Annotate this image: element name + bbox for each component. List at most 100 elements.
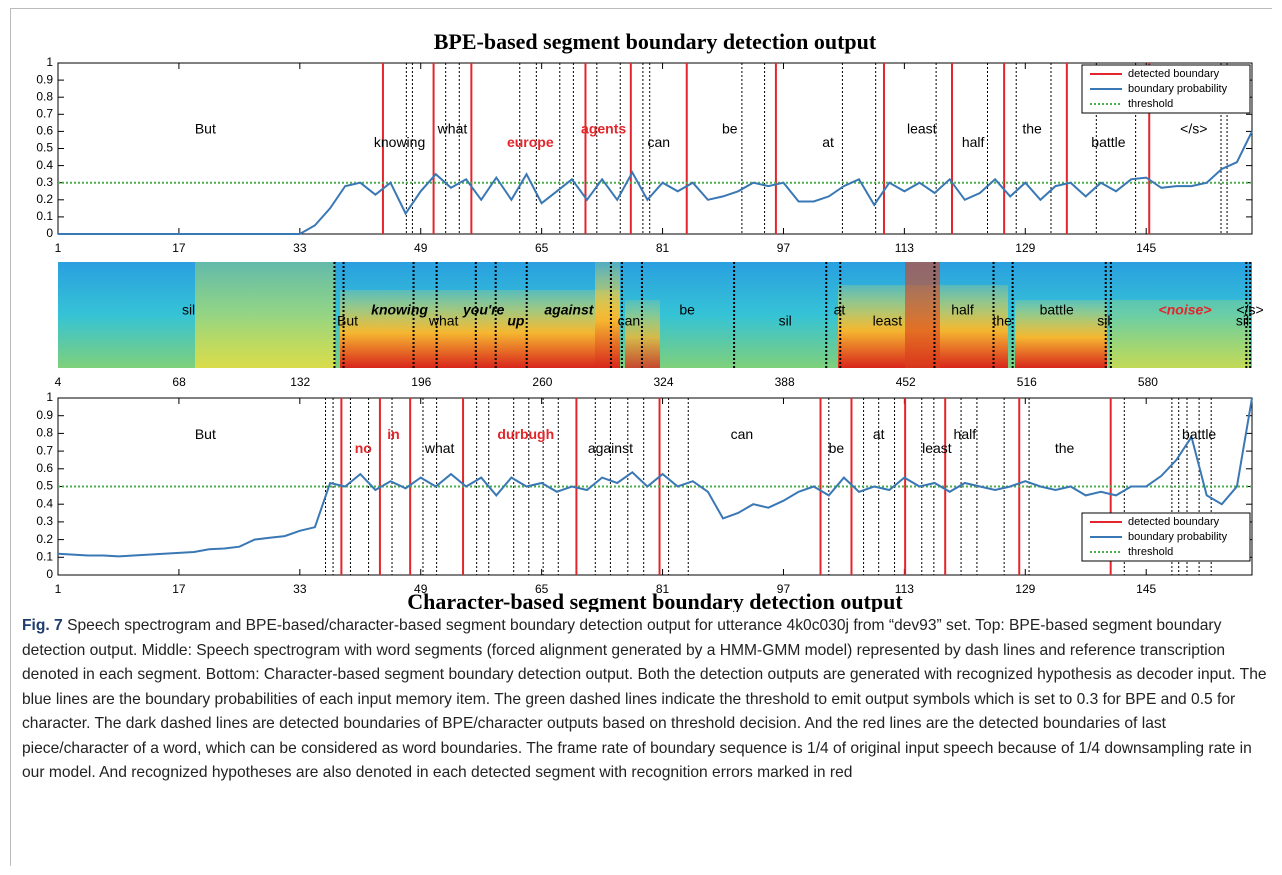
- word-label: </s>: [1180, 120, 1207, 136]
- y-tick-label: 1: [46, 390, 53, 404]
- x-tick-label: 388: [775, 375, 795, 389]
- legend-label: threshold: [1128, 98, 1173, 110]
- x-tick-label: 49: [414, 241, 428, 255]
- word-label: But: [195, 426, 216, 442]
- y-tick-label: 0.1: [36, 209, 53, 223]
- segment-word: sil: [779, 313, 792, 329]
- probability-line: [57, 397, 1253, 558]
- word-label: knowing: [374, 134, 425, 150]
- x-tick-label: 97: [777, 582, 791, 596]
- word-label: But: [195, 120, 216, 136]
- word-label: the: [1022, 120, 1042, 136]
- x-tick-label: 1: [55, 241, 62, 255]
- word-label: at: [873, 426, 885, 442]
- word-label: what: [424, 440, 455, 456]
- x-tick-label: 129: [1015, 582, 1035, 596]
- x-tick-label: 81: [656, 241, 670, 255]
- y-tick-label: 0.9: [36, 408, 53, 422]
- plot-area: [57, 62, 1253, 235]
- x-tick-label: 97: [777, 241, 791, 255]
- x-tick-label: 113: [895, 241, 914, 255]
- x-tick-label: 324: [653, 375, 673, 389]
- x-tick-label: 4: [55, 375, 62, 389]
- x-tick-label: 49: [414, 582, 428, 596]
- x-tick-label: 33: [293, 241, 307, 255]
- word-label: half: [962, 134, 985, 150]
- segment-word: half: [951, 302, 974, 318]
- y-tick-label: 0.3: [36, 175, 53, 189]
- segment-word: you're: [462, 302, 505, 318]
- y-tick-label: 0.7: [36, 106, 53, 120]
- segment-word: sil: [182, 302, 195, 318]
- word-label: be: [829, 440, 845, 456]
- word-label: least: [922, 440, 952, 456]
- chart-title: BPE-based segment boundary detection out…: [434, 29, 877, 54]
- legend-label: threshold: [1128, 546, 1173, 558]
- y-tick-label: 0.6: [36, 461, 53, 475]
- word-label: the: [1055, 440, 1075, 456]
- segment-word: least: [873, 313, 903, 329]
- word-label: what: [437, 120, 468, 136]
- word-label: least: [907, 120, 937, 136]
- word-label: in: [387, 426, 399, 442]
- legend-label: boundary probability: [1128, 531, 1228, 543]
- x-tick-label: 145: [1136, 582, 1156, 596]
- word-label: europe: [507, 134, 554, 150]
- legend-label: detected boundary: [1128, 68, 1220, 80]
- y-tick-label: 0.4: [36, 496, 53, 510]
- x-tick-label: 145: [1136, 241, 1156, 255]
- legend-label: detected boundary: [1128, 516, 1220, 528]
- segment-word: be: [679, 302, 695, 318]
- segment-word: the: [992, 313, 1012, 329]
- y-tick-label: 0.9: [36, 72, 53, 86]
- caption-text: Speech spectrogram and BPE-based/charact…: [22, 617, 1267, 781]
- word-label: half: [954, 426, 977, 442]
- segment-word: can: [618, 313, 641, 329]
- x-tick-label: 452: [896, 375, 916, 389]
- y-tick-label: 0.1: [36, 549, 53, 563]
- segment-word: up: [507, 313, 525, 329]
- figure-frame: [10, 8, 1272, 866]
- x-tick-label: 81: [656, 582, 670, 596]
- word-label: against: [588, 440, 633, 456]
- y-tick-label: 0.5: [36, 141, 53, 155]
- word-label: agents: [581, 120, 626, 136]
- x-tick-label: 113: [895, 582, 914, 596]
- y-tick-label: 0.7: [36, 443, 53, 457]
- segment-word: at: [834, 302, 846, 318]
- word-label: be: [722, 120, 738, 136]
- segment-word: what: [428, 313, 459, 329]
- y-tick-label: 0.8: [36, 89, 53, 103]
- segment-word: knowing: [371, 302, 428, 318]
- y-tick-label: 0.2: [36, 192, 53, 206]
- segment-word: </s>: [1236, 302, 1263, 318]
- spectrogram-image: [58, 262, 1252, 368]
- x-tick-label: 516: [1017, 375, 1037, 389]
- x-tick-label: 129: [1015, 241, 1035, 255]
- x-tick-label: 65: [535, 582, 549, 596]
- caption-label: Fig. 7: [22, 617, 63, 634]
- segment-word: But: [337, 313, 358, 329]
- segment-word: sil: [1236, 313, 1249, 329]
- x-tick-label: 1: [55, 582, 62, 596]
- x-tick-label: 33: [293, 582, 307, 596]
- word-label: durbugh: [497, 426, 554, 442]
- y-tick-label: 0.4: [36, 158, 53, 172]
- legend-label: boundary probability: [1128, 83, 1228, 95]
- x-tick-label: 17: [172, 241, 186, 255]
- word-label: no: [355, 440, 372, 456]
- y-tick-label: 0.3: [36, 514, 53, 528]
- segment-word: <noise>: [1159, 302, 1212, 318]
- y-tick-label: 0.6: [36, 124, 53, 138]
- word-label: battle: [1091, 134, 1125, 150]
- x-tick-label: 260: [532, 375, 552, 389]
- word-label: can: [731, 426, 754, 442]
- x-tick-label: 132: [290, 375, 310, 389]
- x-tick-label: 68: [172, 375, 186, 389]
- probability-line: [58, 130, 1253, 235]
- segment-word: against: [544, 302, 594, 318]
- word-label: at: [822, 134, 834, 150]
- segment-word: battle: [1040, 302, 1074, 318]
- y-tick-label: 1: [46, 55, 53, 69]
